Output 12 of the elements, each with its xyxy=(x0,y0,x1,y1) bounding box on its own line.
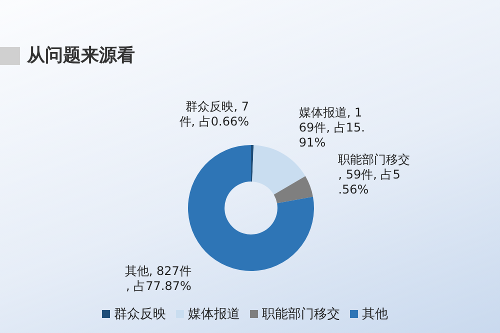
legend-label: 群众反映 xyxy=(114,307,166,322)
donut-slice xyxy=(274,176,313,204)
data-label: 其他, 827件, 占77.87% xyxy=(124,264,192,294)
data-label: 群众反映, 7件, 占0.66% xyxy=(179,100,249,129)
chart-title: 从问题来源看 xyxy=(27,44,135,67)
legend-label: 其他 xyxy=(362,307,388,322)
donut-slice xyxy=(252,145,306,195)
donut-slice xyxy=(251,145,254,182)
data-label: 媒体报道, 169件, 占15.91% xyxy=(298,106,365,150)
data-label: 职能部门移交, 59件, 占5.56% xyxy=(338,152,410,197)
legend-label: 职能部门移交 xyxy=(262,307,340,322)
legend-label: 媒体报道 xyxy=(188,307,240,322)
